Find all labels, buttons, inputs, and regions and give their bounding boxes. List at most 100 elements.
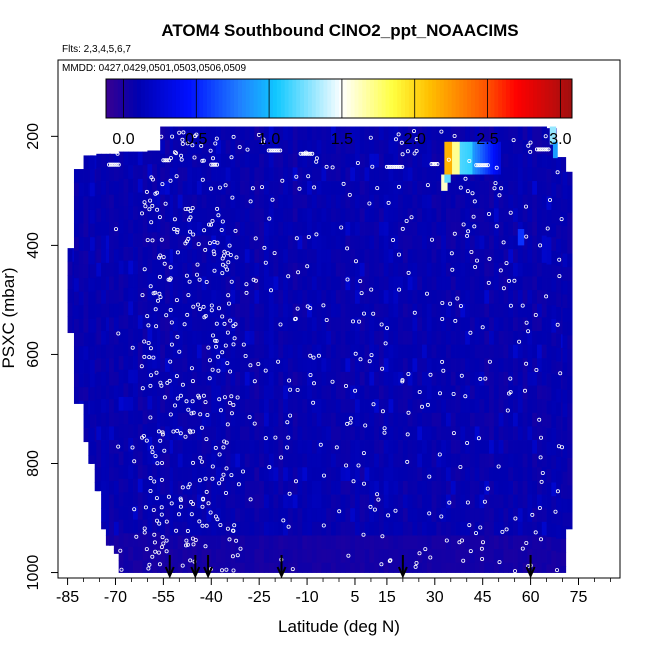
sample-point: [472, 199, 477, 204]
heatmap-cell: [109, 494, 115, 509]
heatmap-cell: [340, 181, 346, 196]
sample-point: [142, 354, 147, 359]
heatmap-cell: [532, 194, 538, 209]
heatmap-cell: [436, 276, 442, 291]
heatmap-cell: [441, 140, 447, 155]
heatmap-cell: [398, 399, 404, 414]
sample-point: [167, 158, 172, 163]
heatmap-cell: [536, 317, 543, 332]
heatmap-cell: [503, 181, 509, 196]
sample-point: [208, 222, 213, 227]
colorbar-segment: [307, 79, 313, 118]
heatmap-cell: [152, 191, 158, 206]
heatmap-cell: [359, 221, 365, 236]
sample-point: [494, 165, 499, 170]
heatmap-cell: [123, 165, 129, 180]
heatmap-cell: [297, 549, 303, 564]
heatmap-cell: [142, 151, 148, 166]
heatmap-cell: [152, 395, 158, 410]
heatmap-cell: [283, 221, 289, 236]
heatmap-cell: [147, 191, 153, 206]
heatmap-cell: [152, 409, 158, 424]
heatmap-cell: [450, 426, 456, 441]
heatmap-cell: [532, 262, 538, 277]
colorbar-segment: [451, 79, 456, 118]
sample-point: [174, 298, 179, 303]
heatmap-cell: [235, 181, 241, 196]
heatmap-cell: [422, 440, 428, 455]
heatmap-cell: [307, 153, 313, 168]
heatmap-cell: [311, 140, 318, 155]
heatmap-cell: [182, 331, 188, 346]
heatmap-cell: [164, 235, 171, 250]
heatmap-cell: [378, 467, 385, 482]
heatmap-cell: [393, 440, 399, 455]
heatmap-cell: [474, 549, 480, 564]
heatmap-cell: [137, 178, 144, 193]
heatmap-cell: [513, 467, 519, 482]
heatmap-cell: [546, 428, 552, 443]
heatmap-cell: [388, 153, 394, 168]
heatmap-cell: [211, 494, 217, 509]
heatmap-cell: [513, 167, 519, 182]
heatmap-cell: [187, 562, 193, 573]
heatmap-cell: [562, 512, 568, 527]
heatmap-cell: [541, 385, 547, 400]
sample-point: [169, 342, 174, 347]
heatmap-cell: [489, 221, 495, 236]
heatmap-cell: [350, 153, 356, 168]
heatmap-cell: [109, 194, 115, 209]
heatmap-cell: [109, 426, 115, 441]
sample-point: [544, 147, 549, 152]
heatmap-cell: [187, 331, 193, 346]
heatmap-cell: [249, 208, 255, 223]
heatmap-cell: [388, 140, 394, 155]
heatmap-cell: [422, 371, 428, 386]
heatmap-cell: [113, 262, 120, 277]
heatmap-cell: [469, 385, 476, 400]
heatmap-cell: [345, 140, 351, 155]
sample-point: [153, 549, 158, 554]
colorbar-segment: [494, 79, 499, 118]
heatmap-cell: [417, 467, 423, 482]
heatmap-cell: [340, 194, 346, 209]
heatmap-cell: [172, 344, 179, 359]
heatmap-cell: [441, 262, 447, 277]
heatmap-cell: [249, 331, 255, 346]
heatmap-cell: [283, 181, 289, 196]
heatmap-cell: [398, 467, 404, 482]
heatmap-cell: [562, 294, 568, 309]
heatmap-cell: [182, 426, 188, 441]
heatmap-cell: [172, 399, 179, 414]
heatmap-cell: [235, 167, 241, 182]
heatmap-cell: [445, 262, 452, 277]
heatmap-cell: [302, 549, 308, 564]
heatmap-cell: [273, 508, 279, 523]
heatmap-cell: [283, 371, 289, 386]
heatmap-cell: [147, 273, 153, 288]
sample-point: [406, 371, 411, 376]
sample-point: [155, 461, 160, 466]
heatmap-cell: [465, 181, 471, 196]
heatmap-cell: [450, 549, 456, 564]
sample-point: [217, 481, 222, 486]
heatmap-cell: [311, 453, 318, 468]
sample-point: [506, 391, 511, 396]
heatmap-cell: [374, 167, 380, 182]
heatmap-cell: [383, 167, 389, 182]
heatmap-cell: [450, 562, 456, 573]
sample-point: [232, 523, 237, 528]
heatmap-cell: [422, 344, 428, 359]
sample-point: [145, 314, 150, 319]
heatmap-cell: [369, 467, 375, 482]
heatmap-cell: [142, 492, 148, 507]
heatmap-cell: [133, 356, 139, 371]
heatmap-cell: [187, 399, 193, 414]
heatmap-cell: [422, 480, 428, 495]
heatmap-cell: [354, 399, 361, 414]
heatmap-cell: [383, 303, 389, 318]
heatmap-cell: [316, 331, 322, 346]
heatmap-cell: [321, 140, 327, 155]
heatmap-cell: [345, 317, 351, 332]
heatmap-cell: [123, 560, 129, 573]
